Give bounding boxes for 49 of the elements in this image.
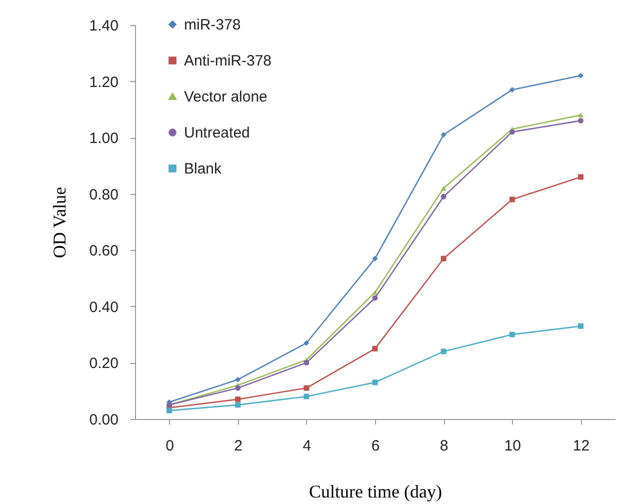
point (372, 346, 378, 352)
point (509, 86, 515, 92)
x-tick-label: 2 (234, 438, 243, 454)
point (235, 402, 241, 408)
y-tick-label: 1.40 (89, 18, 118, 34)
point (372, 295, 378, 301)
point (509, 129, 515, 135)
point (509, 332, 515, 338)
y-tick-label: 1.00 (89, 130, 118, 148)
point (304, 340, 310, 346)
y-tick-label: 0.00 (89, 412, 118, 428)
point (578, 118, 584, 124)
y-axis-title: OD Value (49, 186, 70, 258)
point (166, 408, 172, 414)
point (440, 194, 446, 200)
point (235, 396, 241, 402)
x-tick-label: 4 (302, 438, 312, 454)
legend-label: Blank (184, 160, 222, 178)
point (372, 256, 378, 262)
y-tick-label: 0.60 (89, 242, 118, 260)
point (578, 112, 584, 118)
point (304, 385, 310, 391)
point (304, 394, 310, 400)
point (372, 380, 378, 386)
point (440, 348, 446, 354)
y-tick-label: 0.40 (89, 298, 118, 316)
legend-label: Vector alone (184, 88, 268, 106)
x-tick-label: 10 (504, 438, 521, 454)
x-tick-label: 0 (166, 438, 174, 454)
point (509, 196, 515, 202)
point (440, 132, 446, 138)
point (578, 174, 584, 180)
legend-label: Anti-miR-378 (184, 52, 272, 70)
point (440, 256, 446, 262)
point (235, 385, 241, 391)
point (578, 323, 584, 329)
legend-label: Untreated (184, 124, 250, 142)
point (440, 186, 446, 191)
x-axis-title: Culture time (day) (309, 482, 442, 502)
legend-label: miR-378 (184, 16, 241, 34)
y-tick-label: 0.20 (89, 355, 118, 372)
x-tick-label: 6 (371, 438, 380, 454)
y-tick-label: 1.20 (89, 74, 118, 91)
x-tick-label: 12 (572, 438, 590, 454)
point (304, 360, 310, 366)
point (235, 376, 241, 382)
x-tick-label: 8 (440, 438, 448, 454)
point (578, 72, 584, 78)
y-tick-label: 0.80 (89, 186, 118, 204)
